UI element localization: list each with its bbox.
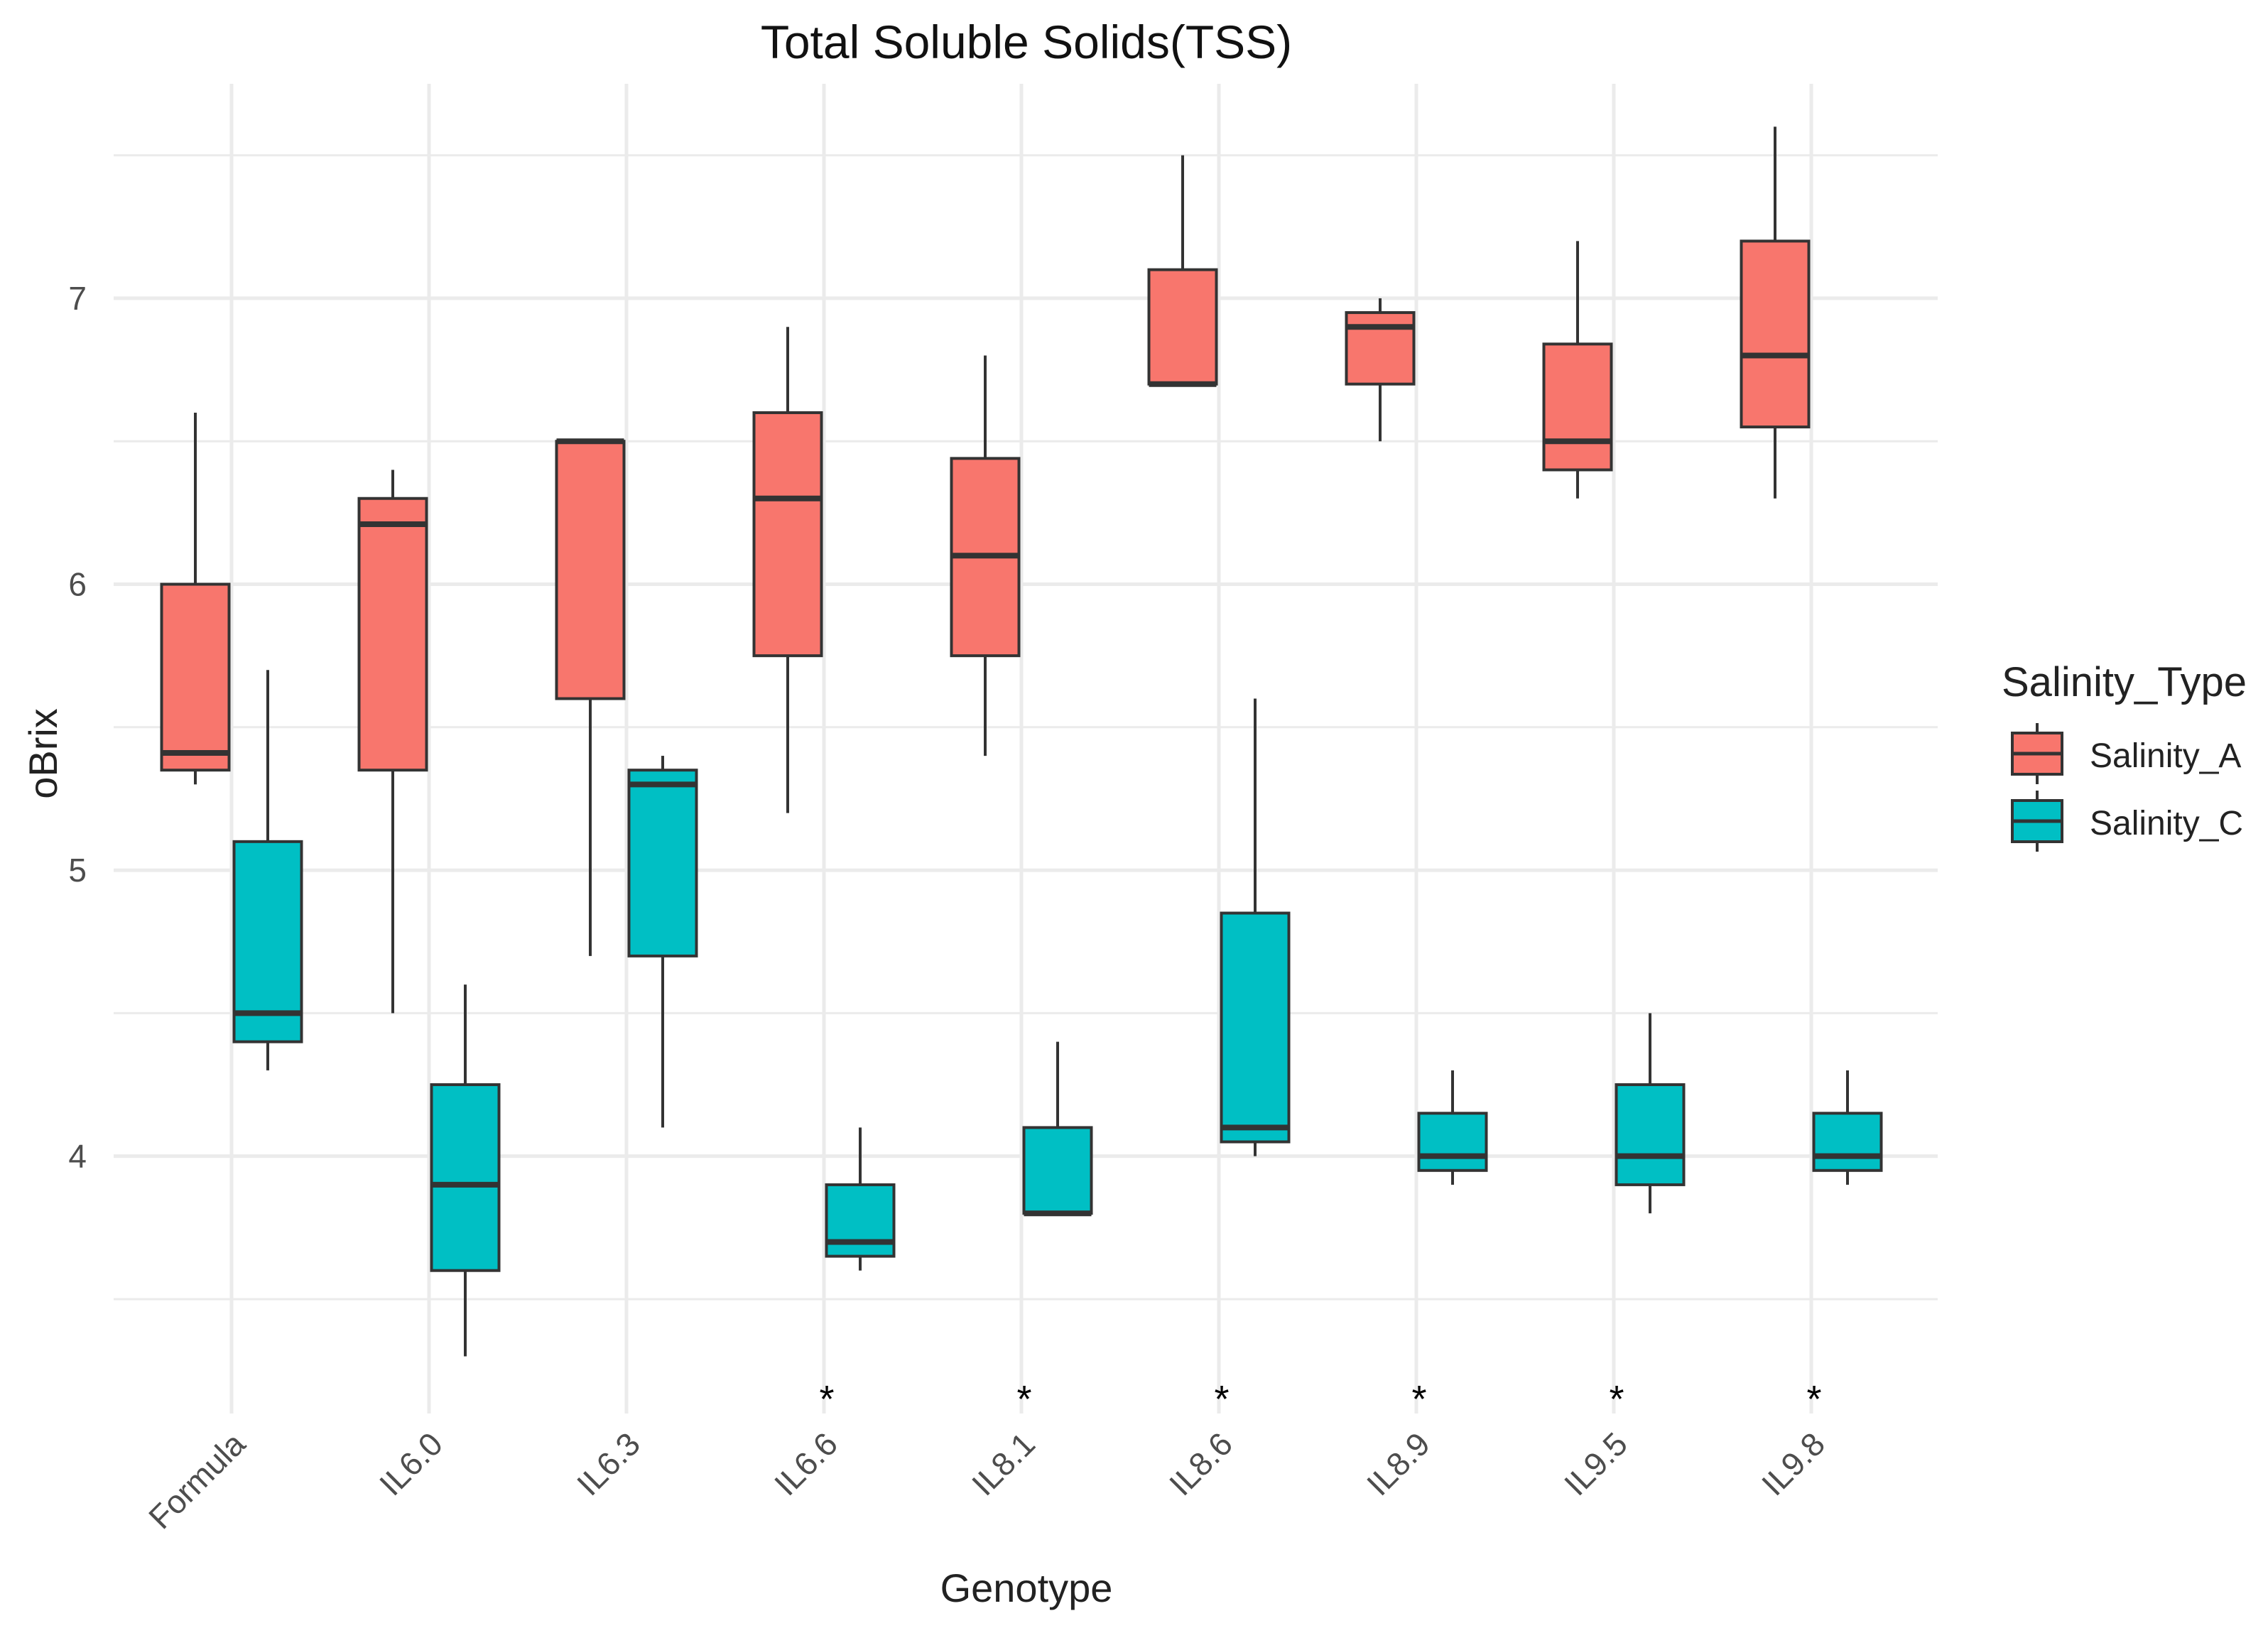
significance-marks: * * * * * * — [819, 1378, 1821, 1421]
box-salinity-c — [232, 670, 303, 1070]
box-iqr — [555, 440, 626, 700]
significance-star: * — [1016, 1378, 1031, 1421]
legend-title: Salinity_Type — [2002, 659, 2247, 705]
box-salinity-a — [555, 438, 626, 956]
box-salinity-a — [1147, 155, 1218, 387]
box-salinity-a — [1740, 126, 1811, 499]
significance-star: * — [819, 1378, 834, 1421]
y-tick-label: 7 — [68, 280, 87, 317]
box-salinity-c — [1812, 1070, 1883, 1185]
box-iqr — [1542, 342, 1613, 472]
box-salinity-a — [752, 327, 823, 813]
box-plots — [160, 126, 1883, 1357]
box-iqr — [752, 411, 823, 658]
box-iqr — [627, 769, 698, 957]
y-tick-label: 6 — [68, 566, 87, 603]
legend-key-salinity-c — [2011, 791, 2063, 852]
box-iqr — [1345, 311, 1416, 386]
box-iqr — [825, 1183, 896, 1258]
box-iqr — [1022, 1126, 1093, 1215]
significance-star: * — [1411, 1378, 1426, 1421]
y-axis-label: oBrix — [21, 708, 65, 799]
box-salinity-c — [825, 1127, 896, 1271]
box-salinity-a — [1345, 298, 1416, 442]
significance-star: * — [1214, 1378, 1229, 1421]
box-salinity-a — [950, 355, 1021, 756]
significance-star: * — [1806, 1378, 1821, 1421]
legend-label-salinity-c: Salinity_C — [2090, 805, 2243, 842]
box-salinity-c — [627, 756, 698, 1128]
box-salinity-a — [1542, 241, 1613, 499]
box-salinity-c — [430, 984, 501, 1357]
box-salinity-c — [1615, 1013, 1686, 1214]
legend: Salinity_Type Salinity_A Salinity_C — [2002, 659, 2247, 852]
box-salinity-c — [1022, 1041, 1093, 1217]
significance-star: * — [1609, 1378, 1624, 1421]
chart-title: Total Soluble Solids(TSS) — [761, 16, 1292, 68]
box-salinity-c — [1417, 1070, 1488, 1185]
box-salinity-c — [1220, 698, 1291, 1156]
box-iqr — [1740, 239, 1811, 429]
x-axis-label: Genotype — [940, 1566, 1113, 1610]
box-iqr — [160, 582, 231, 772]
y-tick-label: 5 — [68, 852, 87, 889]
box-iqr — [1812, 1112, 1883, 1172]
box-salinity-a — [160, 412, 231, 785]
legend-label-salinity-a: Salinity_A — [2090, 737, 2241, 775]
box-salinity-a — [357, 470, 428, 1014]
y-axis-ticks: 4 5 6 7 — [68, 280, 87, 1175]
legend-key-salinity-a — [2011, 723, 2063, 784]
box-iqr — [1417, 1112, 1488, 1172]
y-tick-label: 4 — [68, 1138, 87, 1175]
box-iqr — [430, 1083, 501, 1272]
box-iqr — [357, 497, 428, 772]
box-iqr — [1615, 1083, 1686, 1186]
box-iqr — [232, 840, 303, 1043]
box-iqr — [1220, 911, 1291, 1144]
box-iqr — [1147, 268, 1218, 386]
